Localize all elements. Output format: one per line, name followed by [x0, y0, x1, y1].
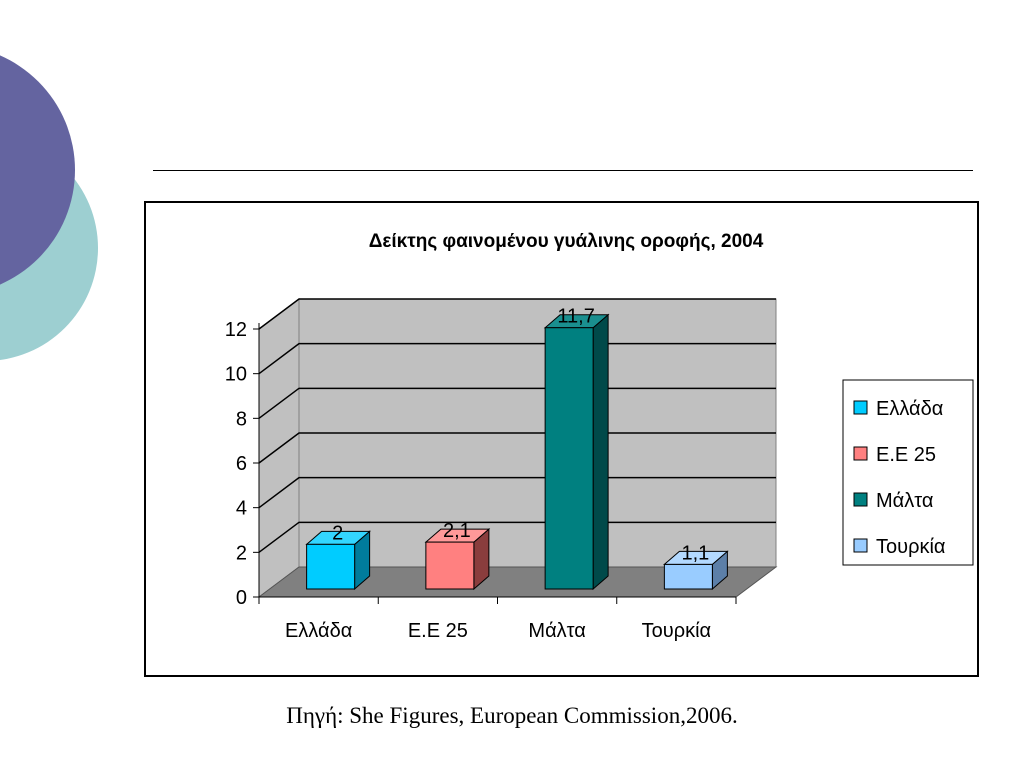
bar — [663, 550, 729, 591]
y-tick-label: 12 — [225, 319, 247, 341]
y-tick-label: 8 — [236, 408, 247, 430]
data-label: 2,1 — [443, 520, 471, 542]
gridline — [258, 476, 776, 509]
y-tick-label: 10 — [225, 364, 247, 386]
chart-bars — [305, 313, 729, 591]
gridline — [258, 298, 776, 330]
gridline — [258, 387, 776, 419]
y-tick-label: 4 — [236, 498, 247, 520]
bar-front — [306, 543, 356, 590]
legend-swatch — [853, 538, 868, 553]
y-tick-label: 0 — [236, 587, 247, 609]
x-category-label: Ελλάδα — [285, 620, 352, 642]
chart-gridlines — [258, 298, 776, 553]
data-label: 2 — [332, 522, 343, 544]
bar-side — [592, 313, 609, 591]
gridline — [258, 342, 776, 375]
bar-chart: Δείκτης φαινομένου γυάλινης οροφής, 2004… — [225, 231, 974, 642]
y-tick-label: 2 — [236, 542, 247, 564]
legend-label: Ε.Ε 25 — [876, 444, 936, 466]
data-label: 1,1 — [681, 542, 709, 564]
legend-label: Τουρκία — [876, 536, 945, 558]
decorative-circles — [0, 55, 98, 360]
x-axis-ticks: Ελλάδα Ε.Ε 25 Μάλτα Τουρκία — [258, 597, 737, 642]
bar — [424, 528, 491, 591]
data-labels: 2 2,1 11,7 1,1 — [332, 306, 709, 565]
x-category-label: Μάλτα — [528, 620, 585, 642]
legend-swatch — [853, 400, 868, 415]
gridline — [258, 521, 776, 553]
legend-label: Μάλτα — [876, 490, 933, 512]
chart-title: Δείκτης φαινομένου γυάλινης οροφής, 2004 — [369, 231, 764, 252]
legend-swatch — [853, 492, 868, 507]
chart-legend: Ελλάδα Ε.Ε 25 Μάλτα Τουρκία — [842, 379, 974, 566]
y-axis-ticks: 0 2 4 6 8 10 12 — [225, 319, 259, 609]
legend-swatch — [853, 446, 868, 461]
source-caption: Πηγή: She Figures, European Commission,2… — [286, 703, 738, 728]
title-divider-line — [153, 170, 973, 171]
bar — [543, 313, 610, 591]
decorative-circle-dark — [0, 55, 75, 285]
bar-front — [425, 541, 475, 590]
bar — [305, 530, 371, 591]
bar-front — [663, 563, 713, 590]
gridline — [258, 432, 776, 464]
data-label: 11,7 — [557, 306, 594, 328]
x-category-label: Ε.Ε 25 — [408, 620, 468, 642]
x-category-label: Τουρκία — [642, 620, 711, 642]
chart-frame: Δείκτης φαινομένου γυάλινης οροφής, 2004… — [144, 201, 979, 677]
y-tick-label: 6 — [236, 453, 247, 475]
bar-front — [544, 327, 594, 590]
legend-label: Ελλάδα — [876, 398, 943, 420]
